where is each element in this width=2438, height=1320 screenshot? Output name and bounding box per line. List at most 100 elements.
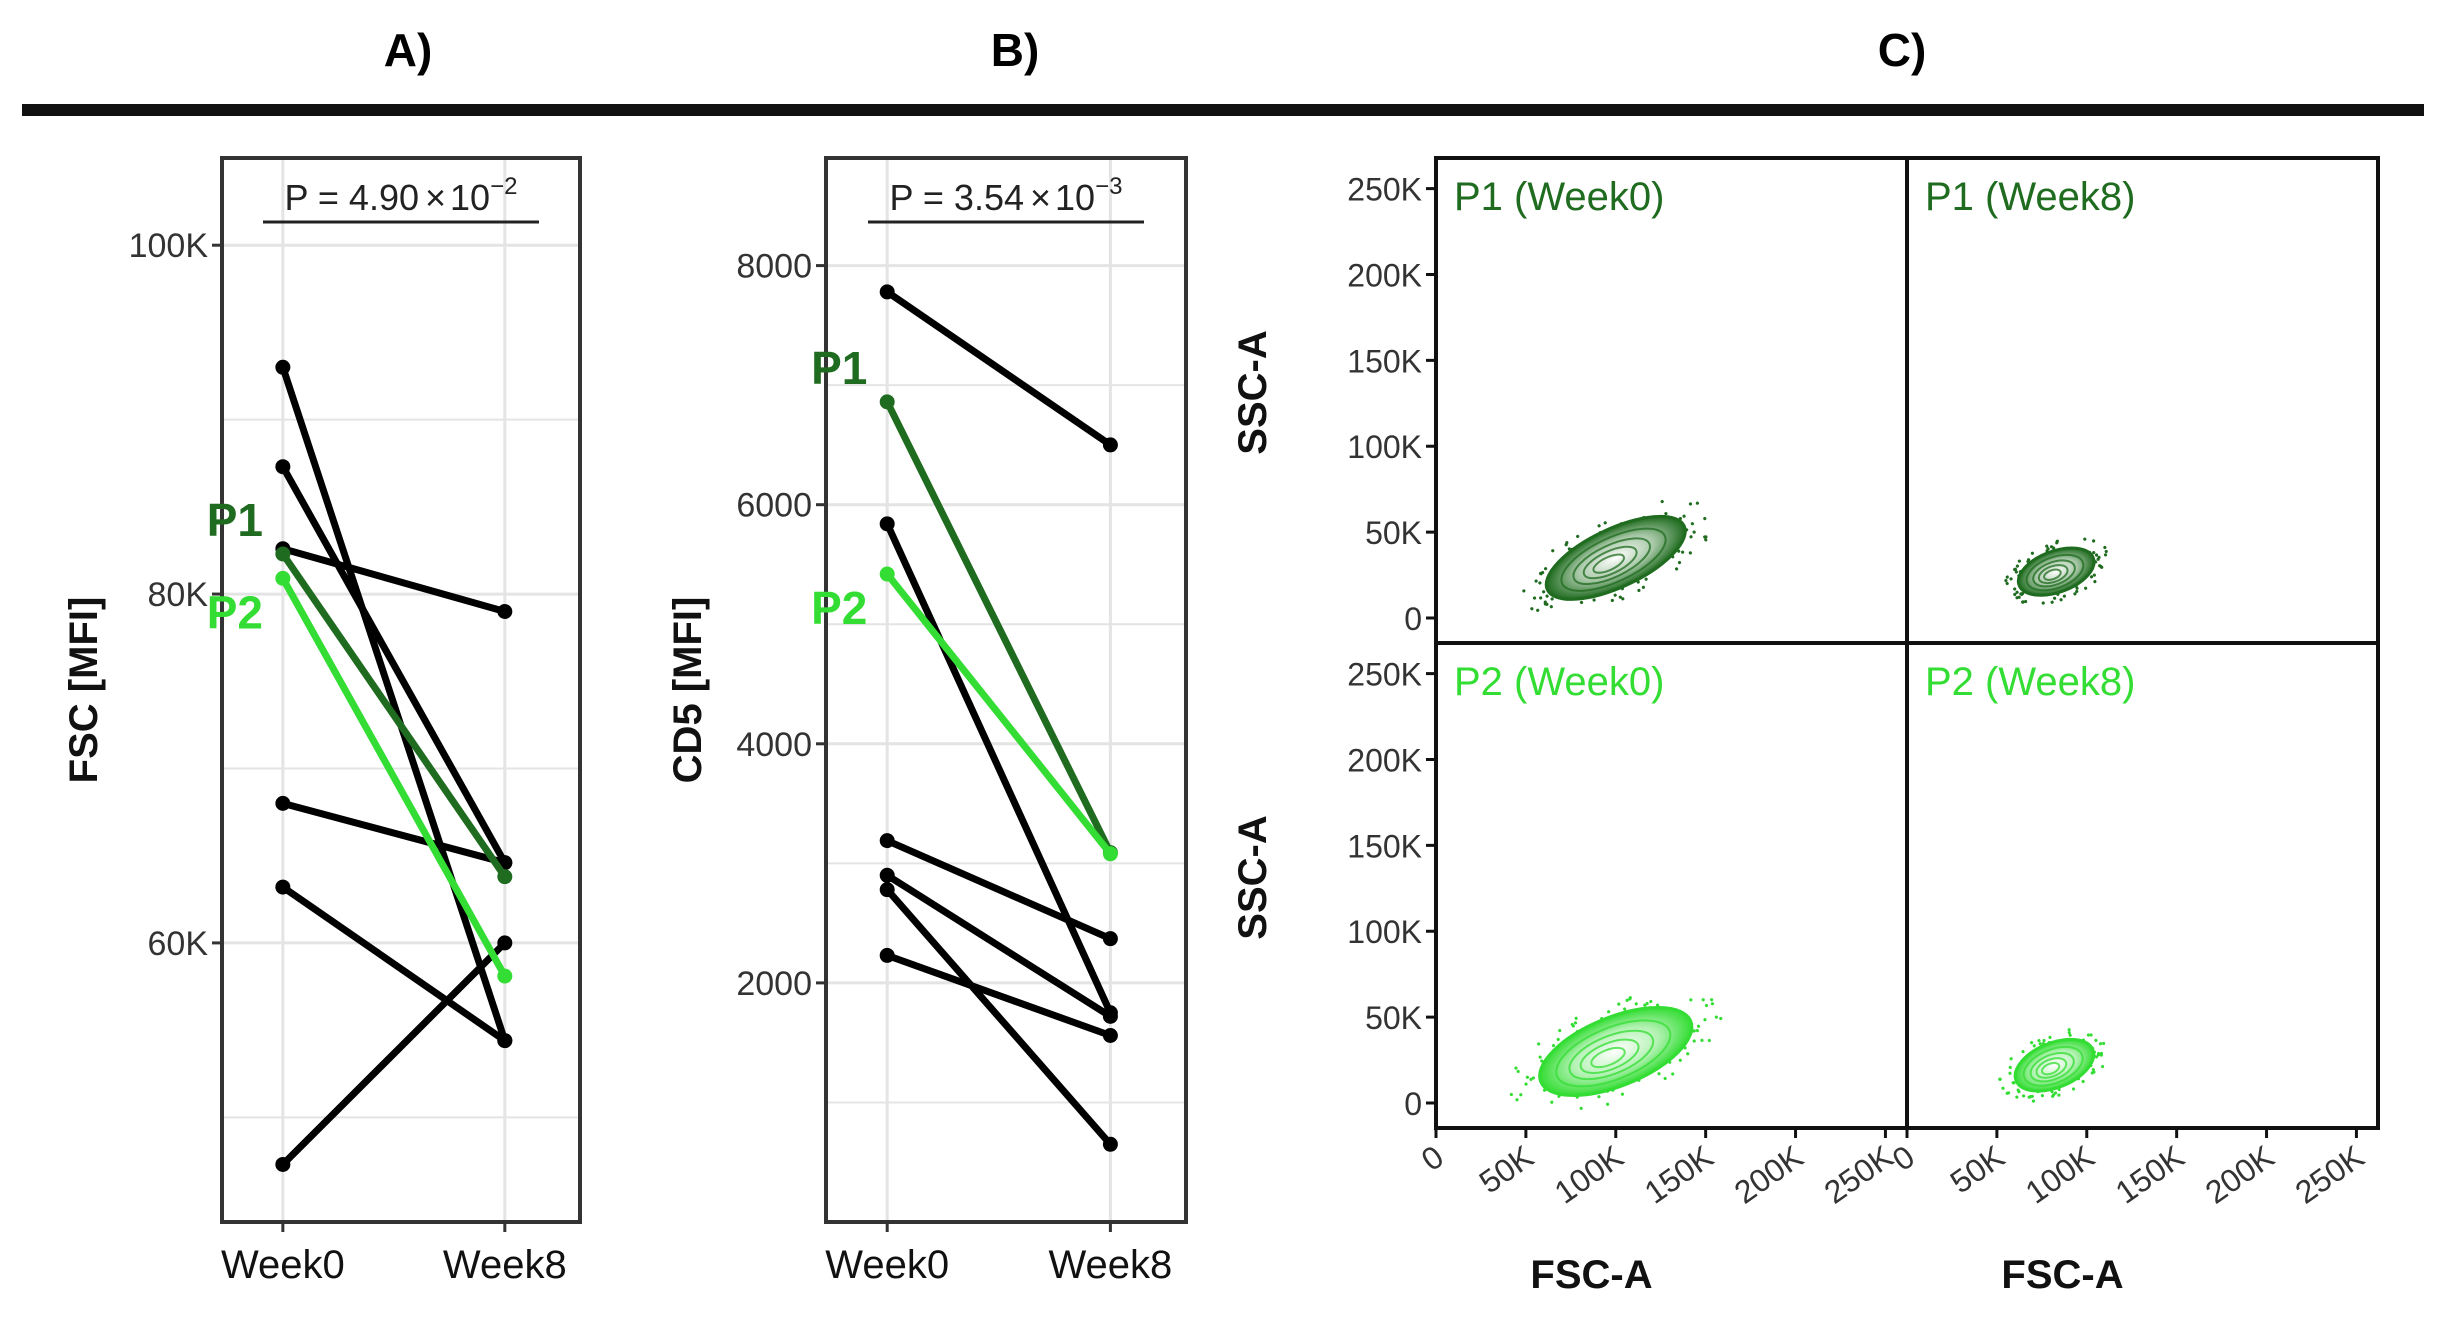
density-contour (1555, 1019, 1672, 1088)
y-tick-label: 200K (1347, 742, 1422, 778)
outlier-event (1645, 1001, 1649, 1006)
outlier-event (1707, 1038, 1711, 1043)
y-axis-title: SSC-A (1231, 330, 1275, 454)
outlier-event (2092, 1070, 2096, 1074)
panel-b-chart: 2000 4000 6000 8000 Week0 Week8 CD5 [MFI] P1 P2 P… (666, 156, 1188, 1287)
facet-label: P2 (Week8) (1925, 660, 2135, 704)
outlier-event (2053, 596, 2057, 600)
outlier-event (1671, 1072, 1675, 1076)
outlier-event (1606, 1102, 1610, 1106)
outlier-event (1515, 1098, 1519, 1102)
outlier-event (2013, 587, 2017, 591)
data-point (275, 1156, 291, 1172)
facet-frame (1434, 156, 1909, 645)
outlier-event (1538, 571, 1543, 576)
outlier-event (2055, 539, 2059, 543)
facet-frame (1905, 156, 2380, 645)
outlier-event (1618, 595, 1622, 599)
series-line (279, 574, 509, 980)
x-tick-label: Week8 (1049, 1243, 1173, 1287)
outlier-event (1688, 551, 1692, 555)
data-point (497, 604, 513, 620)
outlier-event (2008, 1071, 2012, 1075)
outlier-event (1579, 600, 1584, 605)
outlier-event (2103, 545, 2107, 550)
data-point (497, 935, 513, 951)
x-tick-label: 50K (1944, 1138, 2011, 1200)
x-tick-label: Week0 (825, 1243, 949, 1287)
outlier-event (1998, 1077, 2002, 1081)
outlier-event (1536, 608, 1540, 612)
outlier-event (2014, 570, 2018, 574)
outlier-event (2100, 565, 2104, 569)
y-tick-label: 4000 (736, 726, 812, 764)
facet-label: P1 (Week8) (1925, 175, 2135, 219)
outlier-event (1530, 607, 1534, 611)
density-plot (2004, 537, 2108, 605)
plot-frame (220, 156, 582, 1224)
density-contour (1544, 514, 1687, 601)
outlier-event (1719, 1016, 1723, 1021)
outlier-event (2022, 1094, 2026, 1098)
outlier-event (1545, 594, 1549, 598)
outlier-event (1625, 998, 1629, 1002)
series-line (279, 463, 509, 867)
outlier-event (1532, 596, 1537, 600)
panel-label-a: A) (384, 24, 433, 76)
outlier-event (2016, 1088, 2020, 1092)
series-line (883, 570, 1114, 858)
y-tick-label: 200K (1347, 257, 1422, 293)
series-line (279, 363, 509, 1045)
density-contour (2032, 559, 2076, 588)
density-plot (1522, 499, 1708, 612)
y-tick-label: 250K (1347, 657, 1422, 693)
outlier-event (2027, 1095, 2032, 1099)
density-contour (2016, 546, 2096, 597)
outlier-event (2084, 586, 2088, 590)
outlier-event (1544, 567, 1548, 571)
facet-label: P1 (Week0) (1454, 175, 1664, 219)
series-label-p2: P2 (811, 582, 867, 634)
outlier-event (1525, 1075, 1529, 1079)
outlier-event (1551, 549, 1555, 553)
data-point (275, 879, 291, 895)
outlier-event (1703, 516, 1707, 521)
outlier-event (1674, 567, 1679, 571)
outlier-event (2030, 1041, 2034, 1045)
panel-label-c: C) (1878, 24, 1927, 76)
outlier-event (1576, 534, 1580, 538)
outlier-event (2015, 590, 2019, 594)
outlier-event (1696, 1024, 1701, 1028)
density-contour (2035, 1057, 2068, 1079)
p-value-exponent: −2 (490, 173, 517, 200)
y-tick-label: 250K (1347, 172, 1422, 208)
series-label-p1: P1 (207, 494, 263, 546)
y-tick-label: 100K (1347, 914, 1422, 950)
y-tick-label: 0 (1404, 601, 1422, 637)
data-point (879, 516, 895, 532)
outlier-event (2009, 577, 2013, 581)
outlier-event (1678, 1058, 1682, 1062)
outlier-event (1516, 1069, 1520, 1074)
outlier-event (1538, 1055, 1542, 1059)
outlier-event (1688, 502, 1693, 506)
outlier-event (1689, 998, 1693, 1002)
outlier-event (2017, 595, 2021, 599)
outlier-event (2030, 551, 2034, 555)
outlier-event (1660, 499, 1664, 504)
series-line (883, 520, 1114, 1017)
outlier-event (1597, 524, 1601, 528)
p-value-ten: 10 (450, 177, 490, 218)
data-point (1102, 931, 1118, 947)
x-tick-label: 100K (1548, 1138, 1630, 1210)
p-value-times: × (1030, 177, 1051, 218)
data-point (275, 570, 291, 586)
outlier-event (2021, 1050, 2025, 1054)
outlier-event (2099, 1051, 2104, 1056)
outlier-event (1686, 1052, 1690, 1056)
outlier-event (2004, 578, 2008, 583)
outlier-event (2062, 594, 2067, 598)
